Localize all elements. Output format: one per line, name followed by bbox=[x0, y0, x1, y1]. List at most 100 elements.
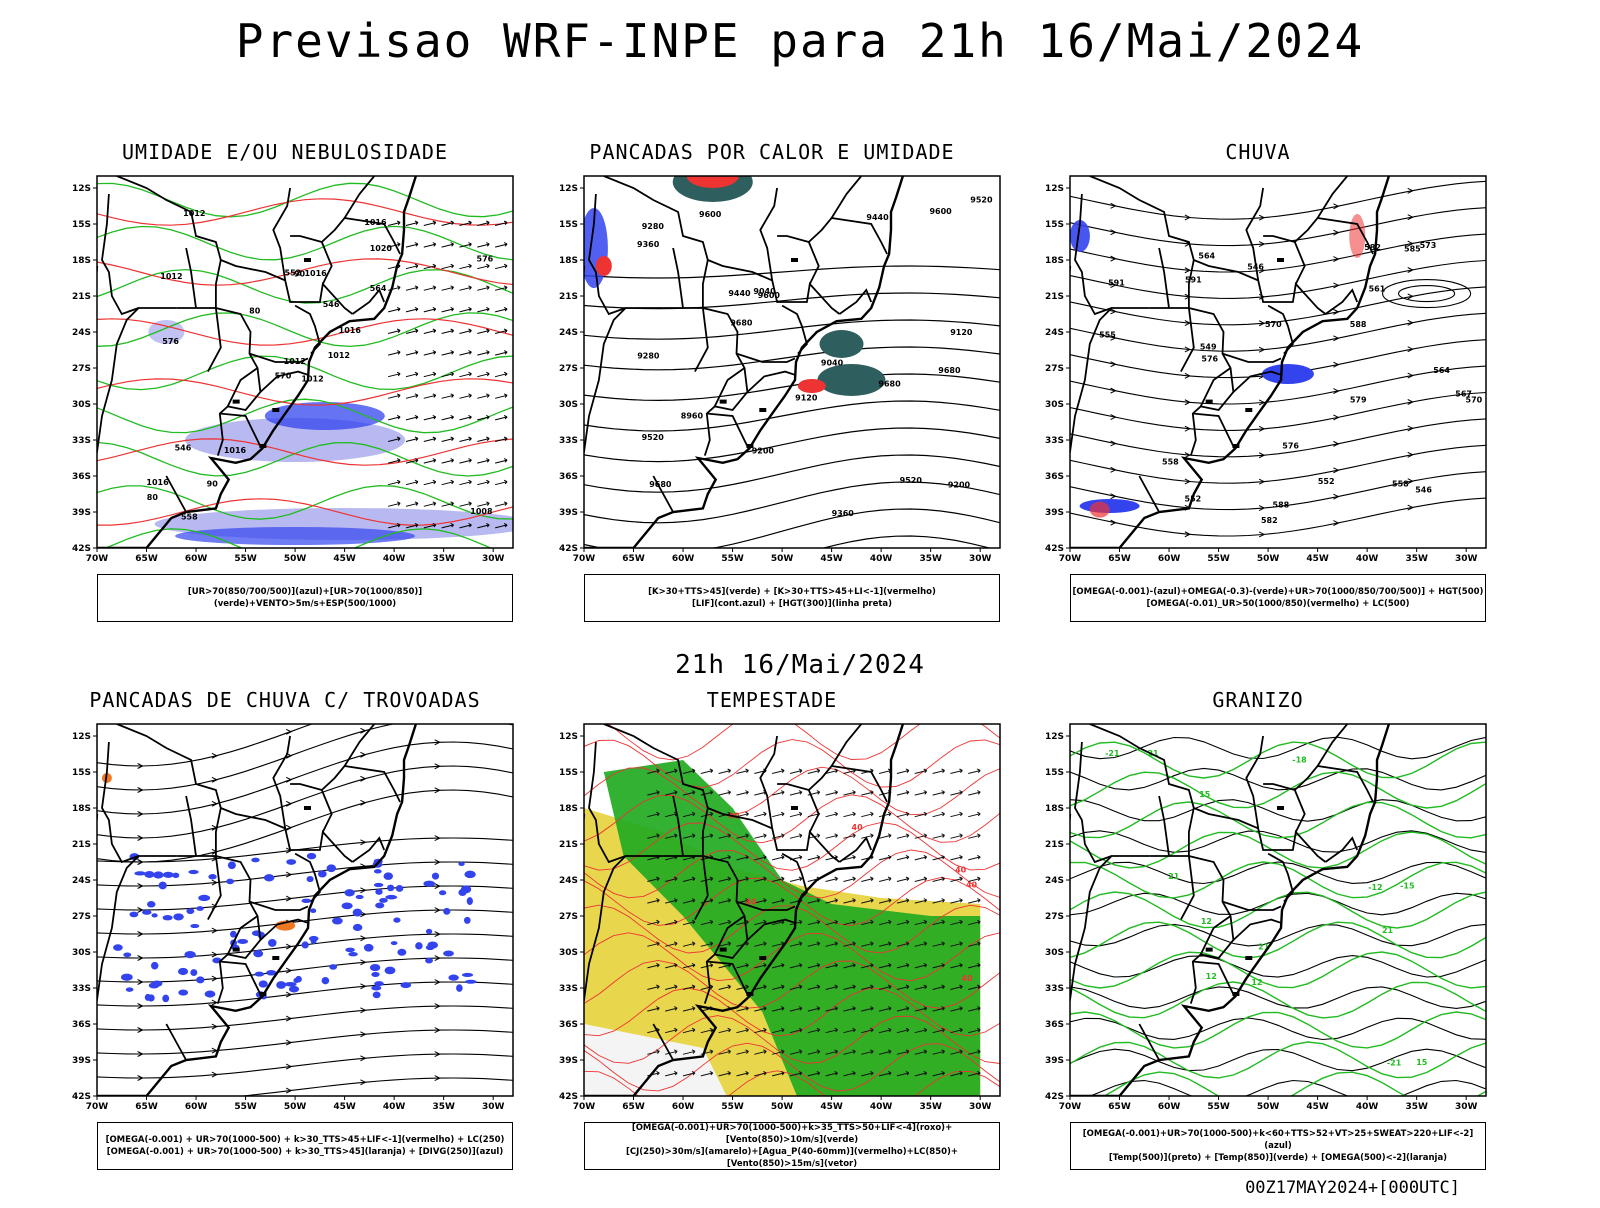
lon-tick-label: 45W bbox=[820, 1102, 843, 1112]
lat-tick-label: 18S bbox=[1045, 256, 1064, 266]
lon-tick-label: 60W bbox=[672, 1102, 695, 1112]
lon-tick-label: 60W bbox=[672, 554, 695, 564]
contour-label: 588 bbox=[1350, 320, 1367, 329]
contour-label: 1012 bbox=[183, 209, 205, 218]
lon-tick-label: 45W bbox=[820, 554, 843, 564]
lat-tick-label: 27S bbox=[1045, 912, 1064, 922]
lat-tick-label: 12S bbox=[559, 732, 578, 742]
map-chuva: 591 5915885885855825795765735705675645615… bbox=[1045, 175, 1487, 564]
contour-label: 9360 bbox=[832, 509, 855, 518]
contour-label: 564 bbox=[1198, 251, 1215, 260]
contour-label: 9120 bbox=[950, 328, 973, 337]
lon-tick-label: 50W bbox=[284, 1102, 307, 1112]
lat-tick-label: 12S bbox=[72, 732, 91, 742]
lat-tick-label: 42S bbox=[72, 544, 91, 554]
lat-tick-label: 24S bbox=[1045, 328, 1064, 338]
lat-tick-label: 36S bbox=[72, 472, 91, 482]
lat-tick-label: 27S bbox=[559, 364, 578, 374]
legend-line-1: [OMEGA(-0.001) + UR>70(1000-500) + k>30_… bbox=[105, 1135, 505, 1145]
lat-tick-label: 30S bbox=[559, 400, 578, 410]
map-umidade: 1012101210121016101610161016101610201012… bbox=[72, 175, 514, 564]
lat-tick-label: 36S bbox=[559, 1020, 578, 1030]
panel-legend: [OMEGA(-0.001) + UR>70(1000-500) + k>30_… bbox=[97, 1122, 513, 1170]
lat-tick-label: 33S bbox=[72, 984, 91, 994]
lon-tick-label: 70W bbox=[573, 554, 596, 564]
lon-tick-label: 40W bbox=[383, 1102, 406, 1112]
panel-title: PANCADAS POR CALOR E UMIDADE bbox=[589, 140, 955, 164]
contour-label: 1016 bbox=[146, 478, 169, 487]
contour-label: 9280 bbox=[642, 222, 665, 231]
panel-title: TEMPESTADE bbox=[706, 688, 838, 712]
contour-label: 552 bbox=[285, 268, 302, 277]
panel-title: UMIDADE E/OU NEBULOSIDADE bbox=[121, 140, 449, 164]
contour-label: 80 bbox=[147, 493, 159, 502]
legend-line-1: [OMEGA(-0.001)-(azul)+OMEGA(-0.3)-(verde… bbox=[1072, 587, 1484, 597]
legend-line-1: [UR>70(850/700/500)](azul)+[UR>70(1000/8… bbox=[187, 587, 423, 609]
lon-tick-label: 45W bbox=[333, 554, 356, 564]
contour-label: 21 bbox=[1147, 749, 1159, 758]
contour-label: 582 bbox=[1261, 516, 1278, 525]
panel-trovoadas: PANCADAS DE CHUVA C/ TROVOADAS 12S 15S 18S 2… bbox=[45, 688, 525, 1208]
contour-label: 576 bbox=[1201, 355, 1218, 364]
lon-tick-label: 70W bbox=[86, 1102, 109, 1112]
contour-label: 585 bbox=[1404, 244, 1421, 253]
contour-label: 21 bbox=[1168, 872, 1180, 881]
contour-label: 555 bbox=[1099, 330, 1116, 339]
lat-tick-label: 30S bbox=[72, 400, 91, 410]
contour-label: 570 bbox=[1265, 320, 1282, 329]
lat-tick-label: 36S bbox=[1045, 472, 1064, 482]
coastline bbox=[1070, 176, 1391, 548]
lon-tick-label: 60W bbox=[1158, 554, 1181, 564]
lon-tick-label: 55W bbox=[721, 554, 744, 564]
contour-label: 9440 bbox=[728, 289, 751, 298]
lat-tick-label: 21S bbox=[72, 840, 91, 850]
contour-label: 1016 bbox=[224, 446, 247, 455]
contour-label: 582 bbox=[1364, 243, 1381, 252]
lon-tick-label: 40W bbox=[870, 554, 893, 564]
panel-granizo: GRANIZO 21 21 21 21 15 15 12 12 12 -12 -15 -18 -21 -21… bbox=[1018, 688, 1498, 1208]
contour-label: 561 bbox=[1369, 285, 1386, 294]
lon-tick-label: 55W bbox=[1207, 554, 1230, 564]
lon-tick-label: 55W bbox=[234, 554, 257, 564]
lon-tick-label: 60W bbox=[185, 1102, 208, 1112]
legend-line-1: [OMEGA(-0.001)+UR>70(1000-500)+k<60+TTS>… bbox=[1082, 1129, 1474, 1151]
lat-tick-label: 24S bbox=[72, 328, 91, 338]
lat-tick-label: 33S bbox=[72, 436, 91, 446]
contour-label: 9680 bbox=[938, 366, 961, 375]
lat-tick-label: 12S bbox=[559, 184, 578, 194]
lon-tick-label: 45W bbox=[1306, 1102, 1329, 1112]
lat-tick-label: 18S bbox=[1045, 804, 1064, 814]
lat-tick-label: 39S bbox=[1045, 1056, 1064, 1066]
lat-tick-label: 12S bbox=[72, 184, 91, 194]
contour-label: 570 bbox=[1466, 396, 1483, 405]
lon-tick-label: 55W bbox=[1207, 1102, 1230, 1112]
panel-legend: [K>30+TTS>45](verde) + [K>30+TTS>45+LI<-… bbox=[584, 574, 1000, 622]
contour-label: 9440 bbox=[866, 213, 889, 222]
contour-label: 1016 bbox=[304, 269, 327, 278]
lat-tick-label: 18S bbox=[559, 256, 578, 266]
legend-line-1: [K>30+TTS>45](verde) + [K>30+TTS>45+LI<-… bbox=[648, 587, 936, 597]
lat-tick-label: 42S bbox=[559, 544, 578, 554]
lon-tick-label: 55W bbox=[721, 1102, 744, 1112]
lat-tick-label: 36S bbox=[72, 1020, 91, 1030]
contour-label: 576 bbox=[1282, 441, 1299, 450]
lat-tick-label: 27S bbox=[72, 912, 91, 922]
contour-label: 558 bbox=[181, 512, 198, 521]
lat-tick-label: 15S bbox=[559, 220, 578, 230]
lon-tick-label: 50W bbox=[1257, 554, 1280, 564]
coastline bbox=[584, 724, 905, 1096]
lat-tick-label: 30S bbox=[72, 948, 91, 958]
lon-tick-label: 65W bbox=[622, 1102, 645, 1112]
lon-tick-label: 40W bbox=[383, 554, 406, 564]
lat-tick-label: 33S bbox=[559, 984, 578, 994]
lat-tick-label: 15S bbox=[72, 220, 91, 230]
panel-title: CHUVA bbox=[1225, 140, 1291, 164]
contour-label: 9600 bbox=[929, 207, 952, 216]
legend-line-2: [LIF](cont.azul) + [HGT(300)](linha pret… bbox=[691, 599, 893, 609]
contour-label: 9040 bbox=[821, 358, 844, 367]
coastline bbox=[97, 724, 418, 1096]
lon-tick-label: 70W bbox=[1059, 1102, 1082, 1112]
lon-tick-label: 65W bbox=[622, 554, 645, 564]
lat-tick-label: 27S bbox=[559, 912, 578, 922]
contour-label: 40 bbox=[745, 897, 757, 906]
